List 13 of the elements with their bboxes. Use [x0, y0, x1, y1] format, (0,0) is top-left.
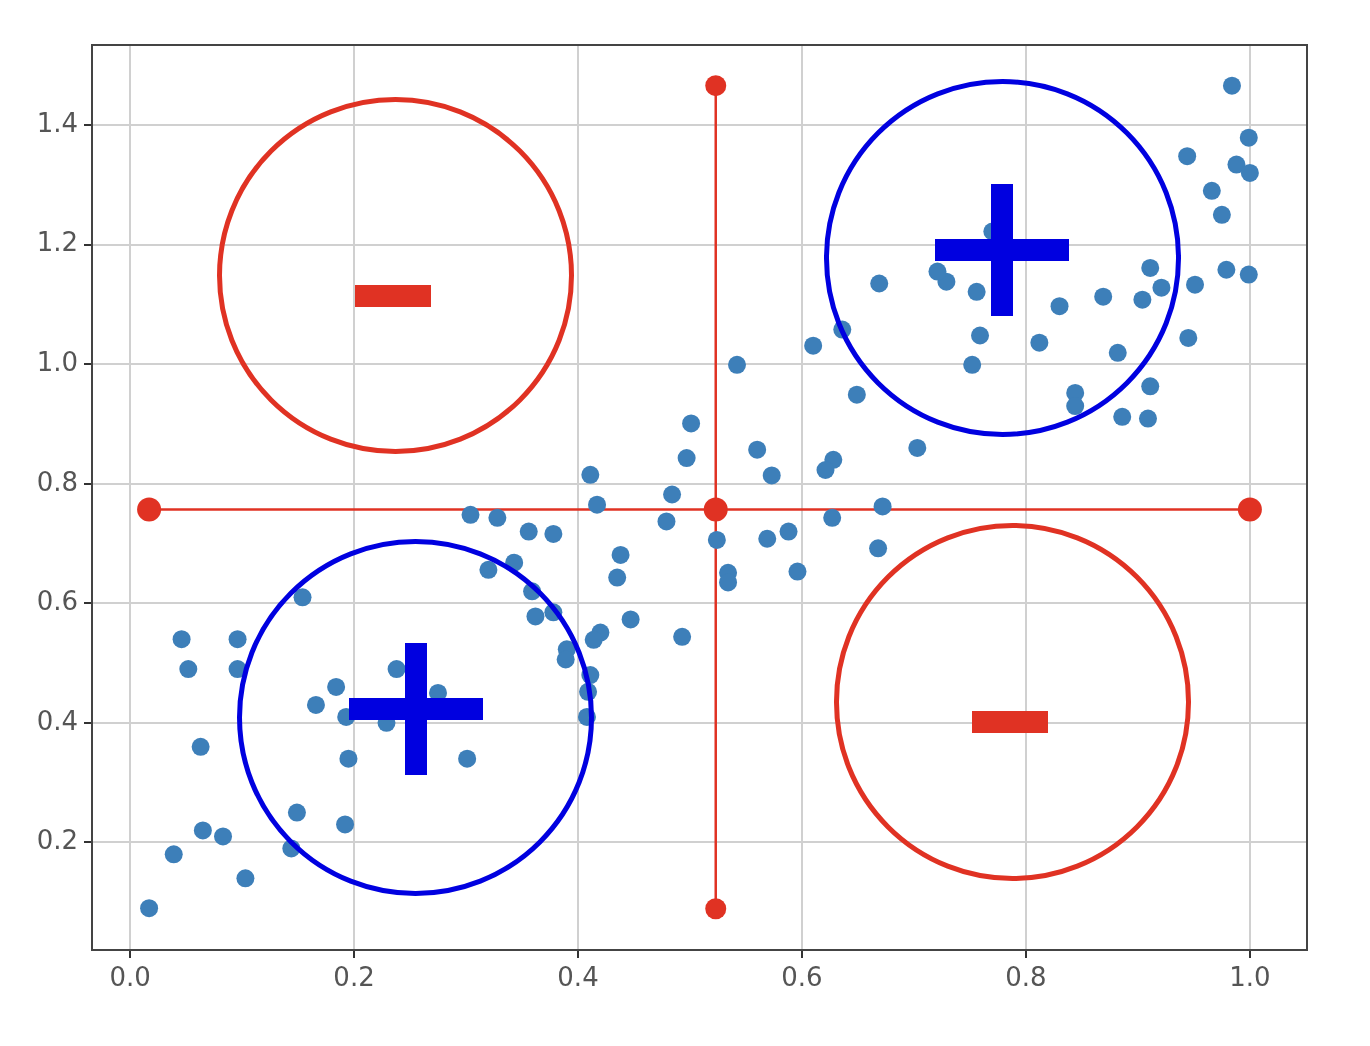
x-tick-label: 0.0 — [109, 962, 151, 993]
y-tick-label: 1.2 — [36, 227, 78, 258]
x-tick-label: 0.4 — [557, 962, 599, 993]
y-tick-label: 0.4 — [36, 705, 78, 736]
y-tick-label: 0.6 — [36, 586, 78, 617]
y-tick-label: 0.2 — [36, 825, 78, 856]
y-tick-label: 0.8 — [36, 466, 78, 497]
x-tick-label: 0.2 — [333, 962, 375, 993]
y-tick-label: 1.4 — [36, 107, 78, 138]
x-tick-label: 0.6 — [781, 962, 823, 993]
x-tick-label: 1.0 — [1229, 962, 1271, 993]
y-tick-label: 1.0 — [36, 346, 78, 377]
x-tick-label: 0.8 — [1005, 962, 1047, 993]
